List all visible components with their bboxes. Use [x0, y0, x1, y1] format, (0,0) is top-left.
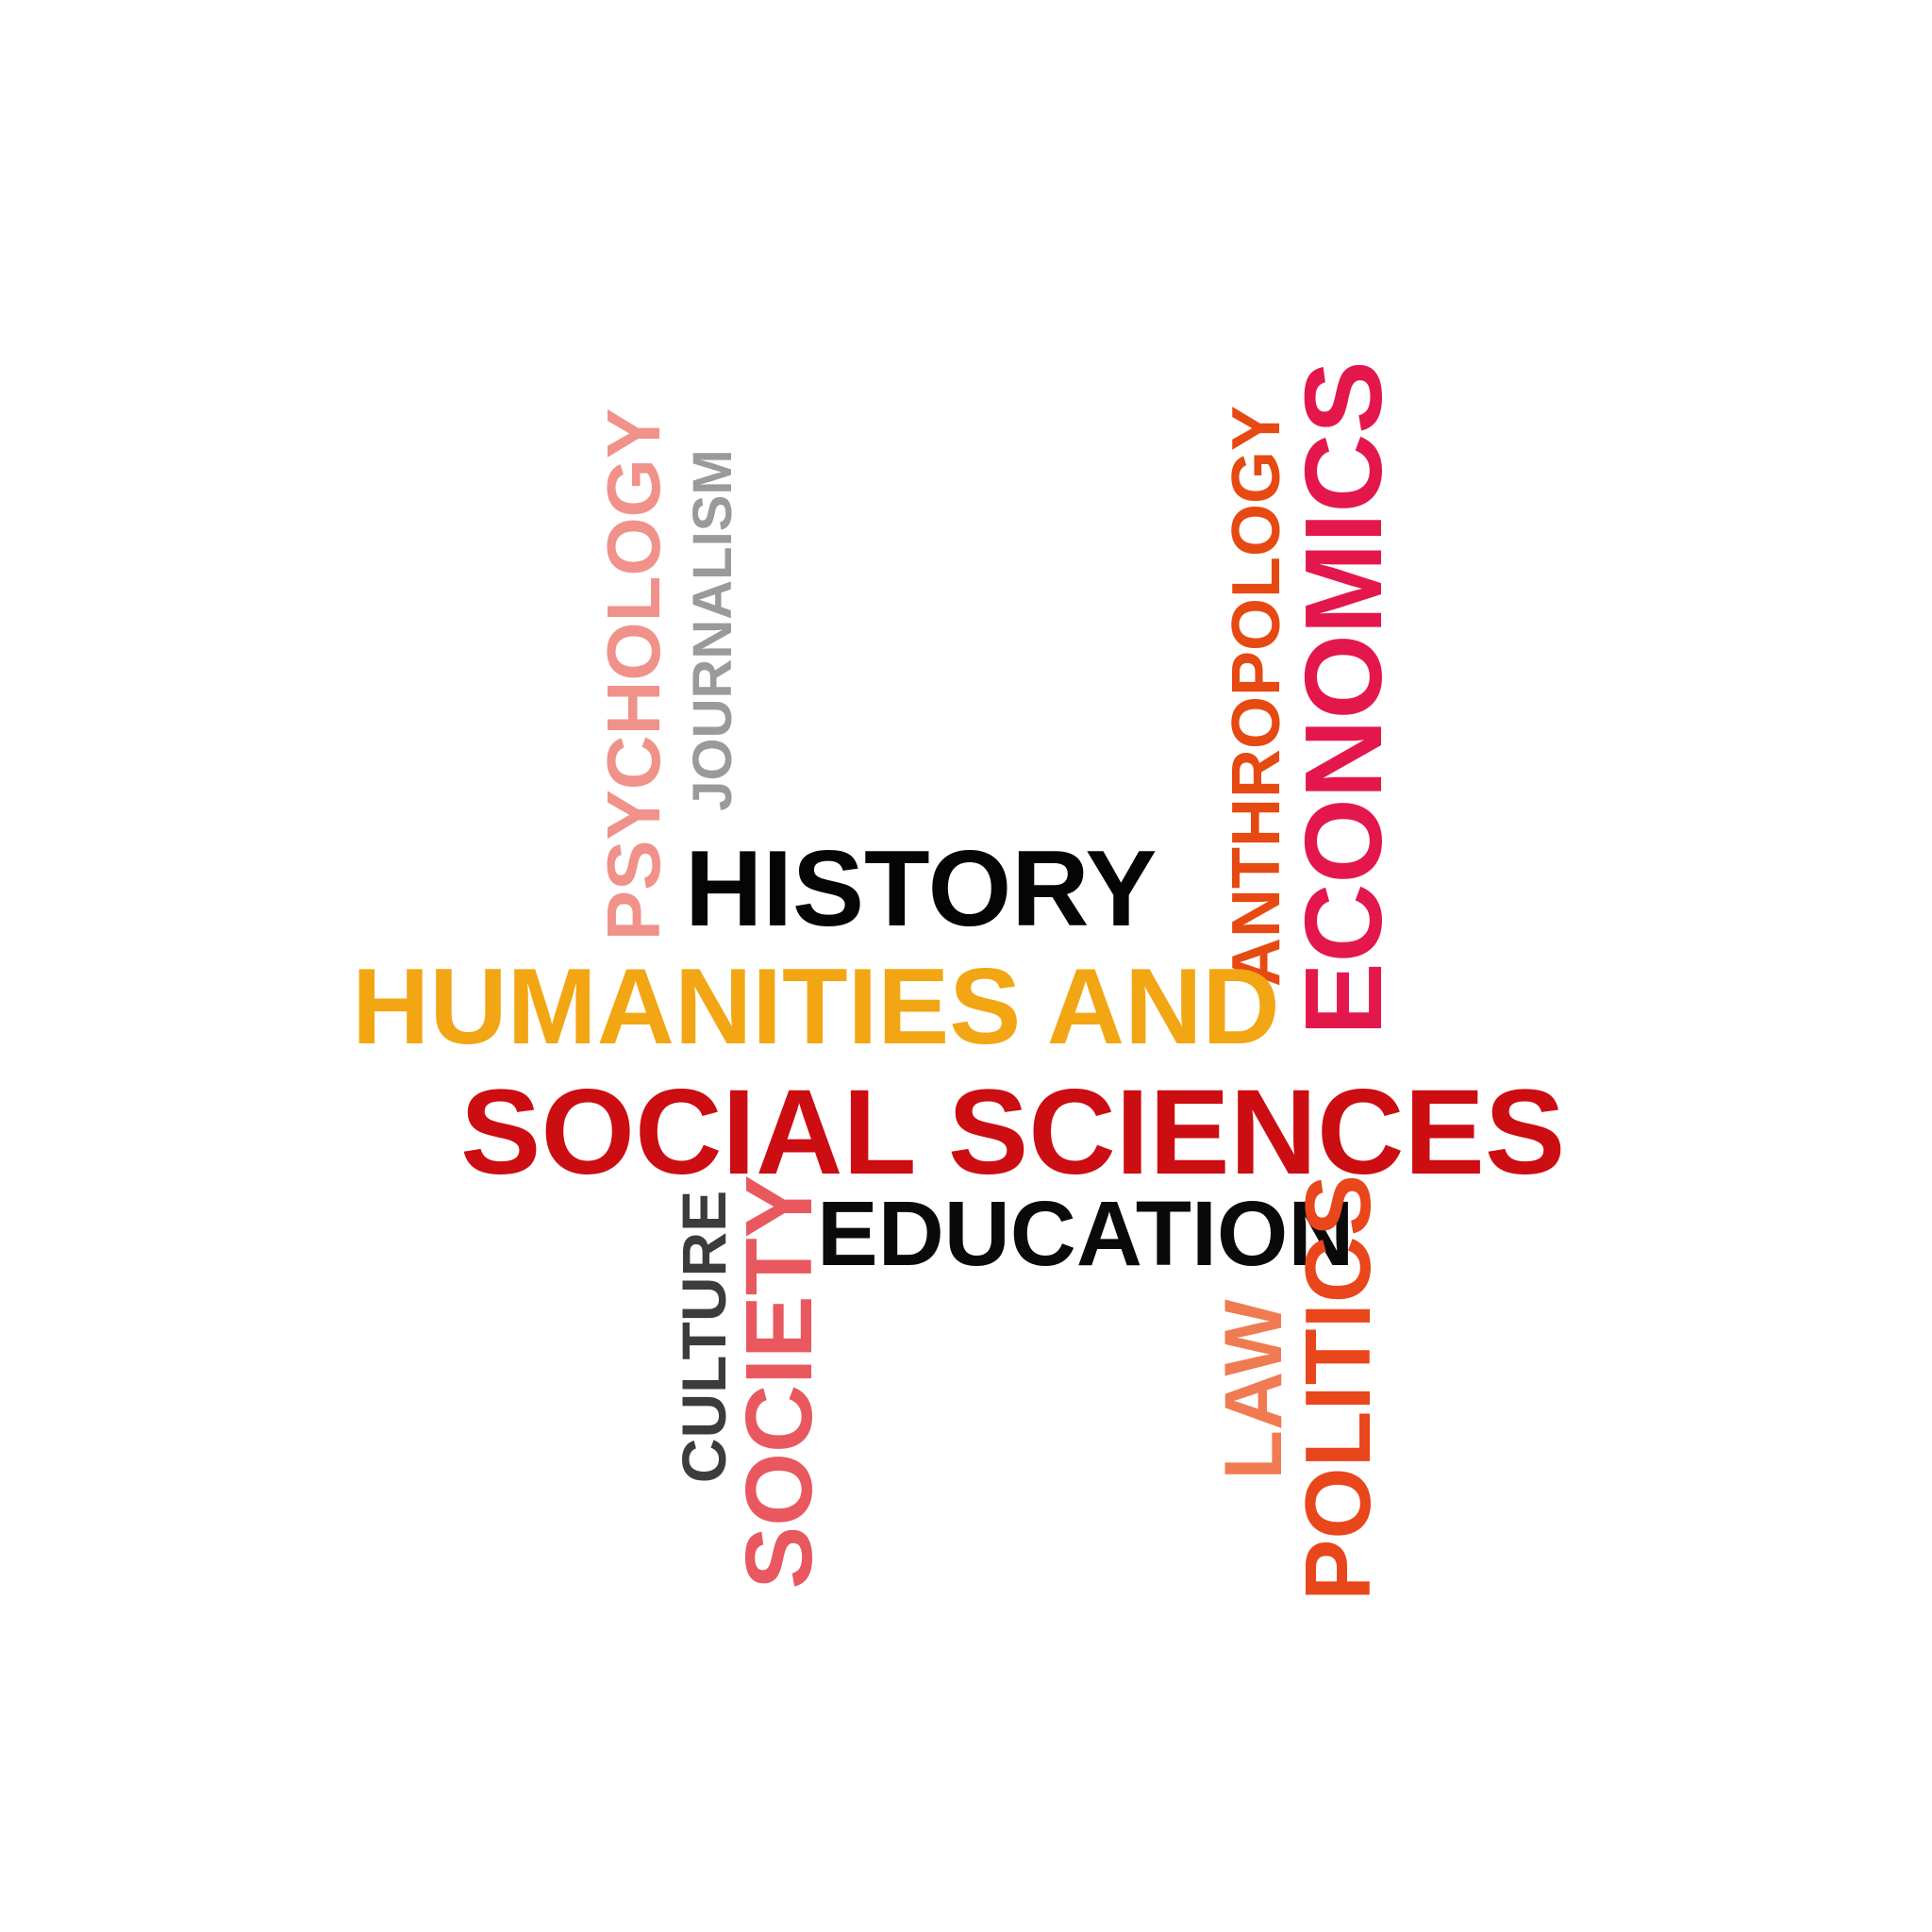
word-psychology: PSYCHOLOGY	[591, 408, 675, 941]
word-humanities-and: HUMANITIES AND	[352, 947, 1280, 1067]
word-economics: ECONOMICS	[1282, 360, 1405, 1036]
word-politics: POLITICS	[1286, 1174, 1390, 1601]
word-anthropology: ANTHROPOLOGY	[1219, 405, 1294, 988]
word-law: LAW	[1208, 1299, 1299, 1480]
word-education: EDUCATION	[817, 1182, 1355, 1285]
word-society: SOCIETY	[726, 1174, 832, 1590]
word-journalism: JOURNALISM	[682, 449, 743, 811]
word-social-sciences: SOCIAL SCIENCES	[460, 1065, 1566, 1200]
word-history: HISTORY	[685, 829, 1158, 949]
